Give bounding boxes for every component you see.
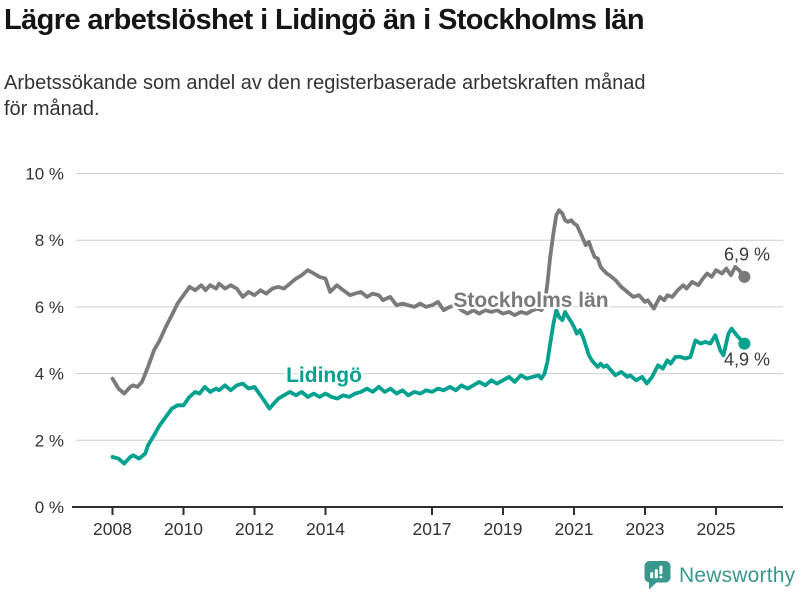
newsworthy-logo: Newsworthy xyxy=(643,560,795,591)
svg-text:2019: 2019 xyxy=(484,519,523,539)
svg-text:2021: 2021 xyxy=(555,519,594,539)
series-label-stockholms-lan: Stockholms län xyxy=(453,289,609,312)
svg-text:2008: 2008 xyxy=(93,519,132,539)
svg-text:0 %: 0 % xyxy=(35,498,64,517)
svg-text:2014: 2014 xyxy=(306,519,345,539)
svg-text:2025: 2025 xyxy=(697,519,736,539)
series-label-lidingo: Lidingö xyxy=(286,364,362,387)
end-value-stockholms-lan: 6,9 % xyxy=(723,244,771,265)
svg-text:2010: 2010 xyxy=(164,519,203,539)
svg-text:2012: 2012 xyxy=(235,519,274,539)
chart-title: Lägre arbetslöshet i Lidingö än i Stockh… xyxy=(4,4,645,36)
newsworthy-logo-text: Newsworthy xyxy=(679,563,796,587)
end-value-lidingo: 4,9 % xyxy=(723,349,771,370)
svg-text:6 %: 6 % xyxy=(35,298,64,317)
svg-text:2017: 2017 xyxy=(413,519,452,539)
chart-subtitle: Arbetssökande som andel av den registerb… xyxy=(4,72,646,120)
svg-text:2 %: 2 % xyxy=(35,431,64,450)
svg-text:2023: 2023 xyxy=(626,519,665,539)
newsworthy-logo-icon xyxy=(644,561,671,590)
svg-text:10 %: 10 % xyxy=(25,165,64,184)
svg-text:8 %: 8 % xyxy=(35,231,64,250)
svg-text:4 %: 4 % xyxy=(35,365,64,384)
